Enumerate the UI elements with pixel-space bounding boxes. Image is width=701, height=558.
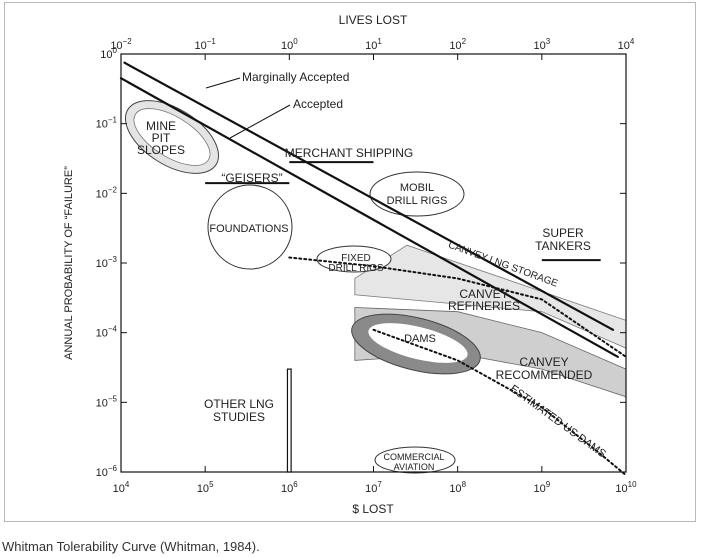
top-tick-label: 10−1 — [194, 37, 216, 52]
y-tick-label: 10−4 — [96, 325, 118, 340]
y-tick-label: 10−6 — [96, 464, 118, 479]
figure-caption: Whitman Tolerability Curve (Whitman, 198… — [2, 539, 260, 554]
super-tankers-label: SUPER TANKERS — [535, 226, 591, 253]
dams-label: DAMS — [404, 333, 436, 345]
geisers-label: “GEISERS” — [221, 171, 282, 185]
x-tick-label: 1010 — [615, 480, 637, 495]
top-tick-label: 104 — [618, 37, 635, 52]
y-tick-label: 10−2 — [96, 185, 118, 200]
dams-ellipse-inner — [368, 323, 468, 363]
fixed-drill-rigs-ellipse — [316, 245, 392, 273]
figure-frame — [4, 2, 696, 522]
commercial-aviation-label: COMMERCIAL AVIATION — [383, 452, 444, 472]
marginally-accepted-annotation: Marginally Accepted — [242, 70, 349, 84]
series-line-0 — [123, 61, 615, 331]
series-line-2 — [288, 256, 627, 358]
estimated-us-dams-label: ESTIMATED US DAMS — [508, 383, 608, 460]
fixed-drill-rigs-label: FIXED DRILL RIGS — [328, 253, 384, 274]
canvey-refineries-label: CANVEY REFINERIES — [448, 287, 520, 313]
x-axis-title: $ LOST — [352, 502, 394, 516]
x-tick-label: 108 — [449, 480, 466, 495]
marginally-accepted-arrow — [205, 77, 241, 89]
mobil-drill-rigs-label: MOBIL DRILL RIGS — [387, 182, 448, 207]
x-tick-label: 105 — [197, 480, 214, 495]
y-tick-label: 10−5 — [96, 394, 118, 409]
top-tick-label: 10−2 — [110, 37, 132, 52]
mine-pit-slopes-label: MINE PIT SLOPES — [137, 119, 185, 157]
top-tick-label: 103 — [533, 37, 550, 52]
foundations-label: FOUNDATIONS — [209, 223, 288, 235]
y-axis-title: ANNUAL PROBABILITY OF “FAILURE” — [63, 166, 75, 360]
mobil-drill-rigs-ellipse — [369, 171, 465, 217]
other-lng-studies-bar — [286, 368, 292, 473]
top-axis-title: LIVES LOST — [339, 13, 408, 27]
y-tick-label: 100 — [100, 46, 117, 61]
top-tick-label: 101 — [365, 37, 382, 52]
x-tick-label: 104 — [113, 480, 130, 495]
y-tick-label: 10−3 — [96, 255, 118, 270]
merchant-shipping-label: MERCHANT SHIPPING — [285, 146, 413, 160]
whitman-tolerability-chart: 104 105 106 107 108 109 1010 10−2 10−1 100 101 102 1… — [63, 13, 637, 516]
foundations-ellipse — [207, 184, 293, 270]
other-lng-studies-label: OTHER LNG STUDIES — [204, 397, 274, 424]
accepted-annotation: Accepted — [293, 97, 343, 111]
y-tick-label: 10−1 — [96, 116, 118, 131]
top-tick-label: 100 — [281, 37, 298, 52]
top-tick-label: 102 — [449, 37, 466, 52]
series-line-3 — [372, 328, 627, 477]
canvey-recommended-label: CANVEY RECOMMENDED — [496, 355, 593, 382]
accepted-arrow — [229, 104, 291, 139]
commercial-aviation-ellipse — [374, 446, 456, 474]
x-tick-label: 107 — [365, 480, 382, 495]
series-line-1 — [119, 77, 619, 358]
x-tick-label: 106 — [281, 480, 298, 495]
mine-pit-slopes-inner — [133, 108, 211, 166]
x-tick-label: 109 — [533, 480, 550, 495]
